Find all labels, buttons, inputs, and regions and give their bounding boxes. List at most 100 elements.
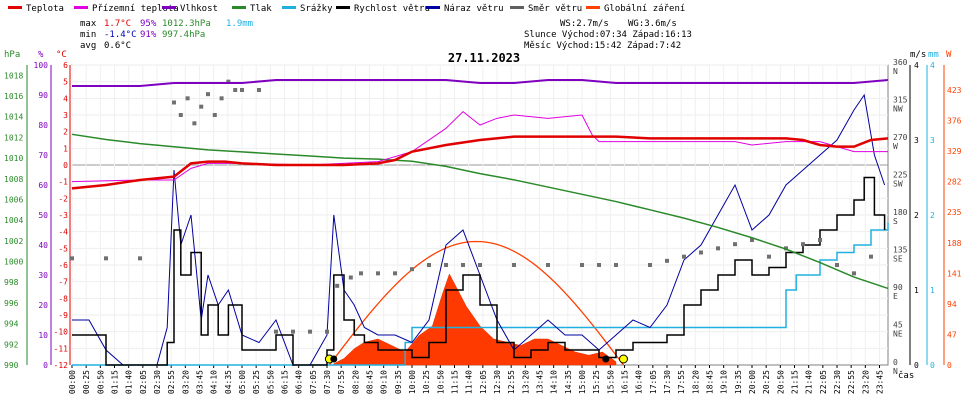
wind-dir-point-14	[257, 88, 261, 92]
x-tick-37: 15:25	[592, 370, 601, 394]
wind-dir-point-30	[546, 263, 550, 267]
x-tick-56: 23:20	[861, 370, 870, 394]
stats-max-hum: 95%	[140, 19, 157, 29]
wind-dir-point-39	[733, 242, 737, 247]
tick-dir-deg-1: 315	[893, 96, 908, 105]
wind-dir-point-28	[478, 263, 482, 267]
x-tick-16: 06:40	[295, 370, 304, 394]
tick-dir-deg-6: 90	[893, 283, 903, 292]
tick-mm-0: 4	[930, 61, 935, 70]
tick-w-5: 188	[947, 239, 962, 248]
stats-min-press: 997.4hPa	[162, 30, 205, 40]
info-moon: Měsíc Východ:15:42 Západ:7:42	[524, 41, 681, 51]
tick-hpa-8: 1002	[4, 237, 23, 246]
tick-hpa-12: 994	[4, 320, 19, 329]
x-tick-48: 20:00	[748, 370, 757, 394]
tick-temp-7: -1	[58, 178, 68, 187]
x-tick-24: 10:00	[408, 370, 417, 394]
x-tick-33: 13:45	[536, 370, 545, 394]
legend-swatch-2	[162, 6, 176, 9]
tick-pct-2: 80	[38, 121, 48, 130]
tick-temp-5: 1	[63, 144, 68, 153]
chart-legend: Teplota Přízemní teplota Vlhkost Tlak Srážky…	[8, 4, 685, 14]
x-tick-13: 05:25	[252, 370, 261, 394]
wind-dir-point-5	[185, 96, 190, 101]
tick-hpa-13: 992	[4, 340, 19, 349]
tick-hpa-9: 1000	[4, 258, 23, 267]
info-sun: Slunce Východ:07:34 Západ:16:13	[524, 30, 692, 40]
tick-pct-9: 10	[38, 331, 48, 340]
x-tick-36: 15:00	[578, 370, 587, 394]
stats-max-rain: 1.9mm	[226, 19, 253, 29]
tick-temp-15: -9	[58, 311, 68, 320]
tick-dir-deg-7: 45	[893, 321, 903, 330]
wind-dir-point-12	[233, 88, 238, 92]
info-wg: WG:3.6m/s	[628, 19, 677, 29]
wind-dir-point-47	[869, 254, 873, 259]
tick-w-4: 235	[947, 208, 962, 217]
wind-dir-point-3	[172, 100, 176, 105]
x-tick-45: 18:45	[706, 370, 715, 394]
x-tick-11: 04:35	[224, 370, 233, 394]
x-tick-25: 10:25	[422, 370, 431, 394]
tick-temp-17: -11	[54, 344, 69, 353]
wind-dir-point-15	[274, 329, 278, 334]
legend-swatch-5	[336, 6, 350, 9]
moonset-marker	[330, 355, 338, 363]
x-tick-21: 08:45	[366, 370, 375, 394]
legend-label-6: Náraz větru	[444, 4, 504, 14]
tick-hpa-4: 1010	[4, 154, 23, 163]
unit-pct: %	[38, 50, 44, 60]
tick-ms-4: 0	[914, 361, 919, 370]
radiation-theoretical-line	[328, 240, 624, 366]
legend-swatch-1	[74, 6, 88, 9]
x-tick-53: 22:05	[819, 370, 828, 394]
tick-w-6: 141	[947, 269, 962, 278]
wind-dir-point-16	[291, 329, 295, 334]
series-prizemni-line	[71, 111, 888, 183]
astro-info: WS:2.7m/s WG:3.6m/s Slunce Východ:07:34 …	[524, 19, 692, 51]
wind-dir-point-0	[70, 256, 74, 261]
x-tick-23: 09:35	[394, 370, 403, 394]
tick-pct-5: 50	[38, 211, 48, 220]
tick-hpa-7: 1004	[4, 216, 23, 225]
x-tick-19: 07:55	[337, 370, 346, 394]
stats-max-temp: 1.7°C	[104, 19, 131, 29]
tick-ms-2: 2	[914, 211, 919, 220]
tick-dir-name-8: N	[893, 367, 898, 376]
tick-dir-name-0: N	[893, 67, 898, 76]
x-tick-8: 03:20	[181, 370, 190, 394]
wind-dir-point-40	[750, 238, 754, 242]
tick-hpa-1: 1016	[4, 92, 23, 101]
x-tick-9: 03:45	[196, 370, 205, 394]
x-tick-55: 22:55	[847, 370, 856, 394]
legend-swatch-8	[586, 6, 600, 9]
tick-temp-6: 0	[63, 161, 68, 170]
legend-label-3: Tlak	[250, 4, 272, 14]
wind-dir-point-31	[580, 263, 584, 267]
tick-temp-2: 4	[63, 94, 68, 103]
wind-dir-point-19	[335, 283, 340, 288]
x-tick-38: 15:50	[606, 370, 615, 394]
tick-w-7: 94	[947, 300, 957, 309]
stats-min-hum: 91%	[140, 30, 157, 40]
legend-swatch-7	[510, 6, 524, 9]
x-tick-1: 00:25	[82, 370, 91, 394]
stats-panel: max 1.7°C 95% 1012.3hPa 1.9mm min -1.4°C…	[80, 19, 253, 51]
tick-w-0: 423	[947, 86, 962, 95]
tick-mm-1: 3	[930, 136, 935, 145]
wind-dir-point-42	[784, 246, 788, 251]
x-tick-40: 16:40	[635, 370, 644, 394]
axis-units: hPa % °C m/s mm W čas	[4, 50, 952, 381]
unit-ms: m/s	[910, 50, 926, 60]
info-ws: WS:2.7m/s	[560, 19, 609, 29]
x-tick-43: 17:55	[677, 370, 686, 394]
wind-dir-point-22	[376, 271, 380, 276]
wind-dir-point-7	[199, 104, 204, 109]
wind-dir-point-41	[767, 254, 771, 259]
x-tick-35: 14:35	[564, 370, 573, 394]
tick-dir-deg-5: 135	[893, 246, 908, 255]
tick-dir-deg-8: 0	[893, 358, 898, 367]
stats-min-label: min	[80, 30, 96, 40]
tick-hpa-2: 1014	[4, 113, 23, 122]
